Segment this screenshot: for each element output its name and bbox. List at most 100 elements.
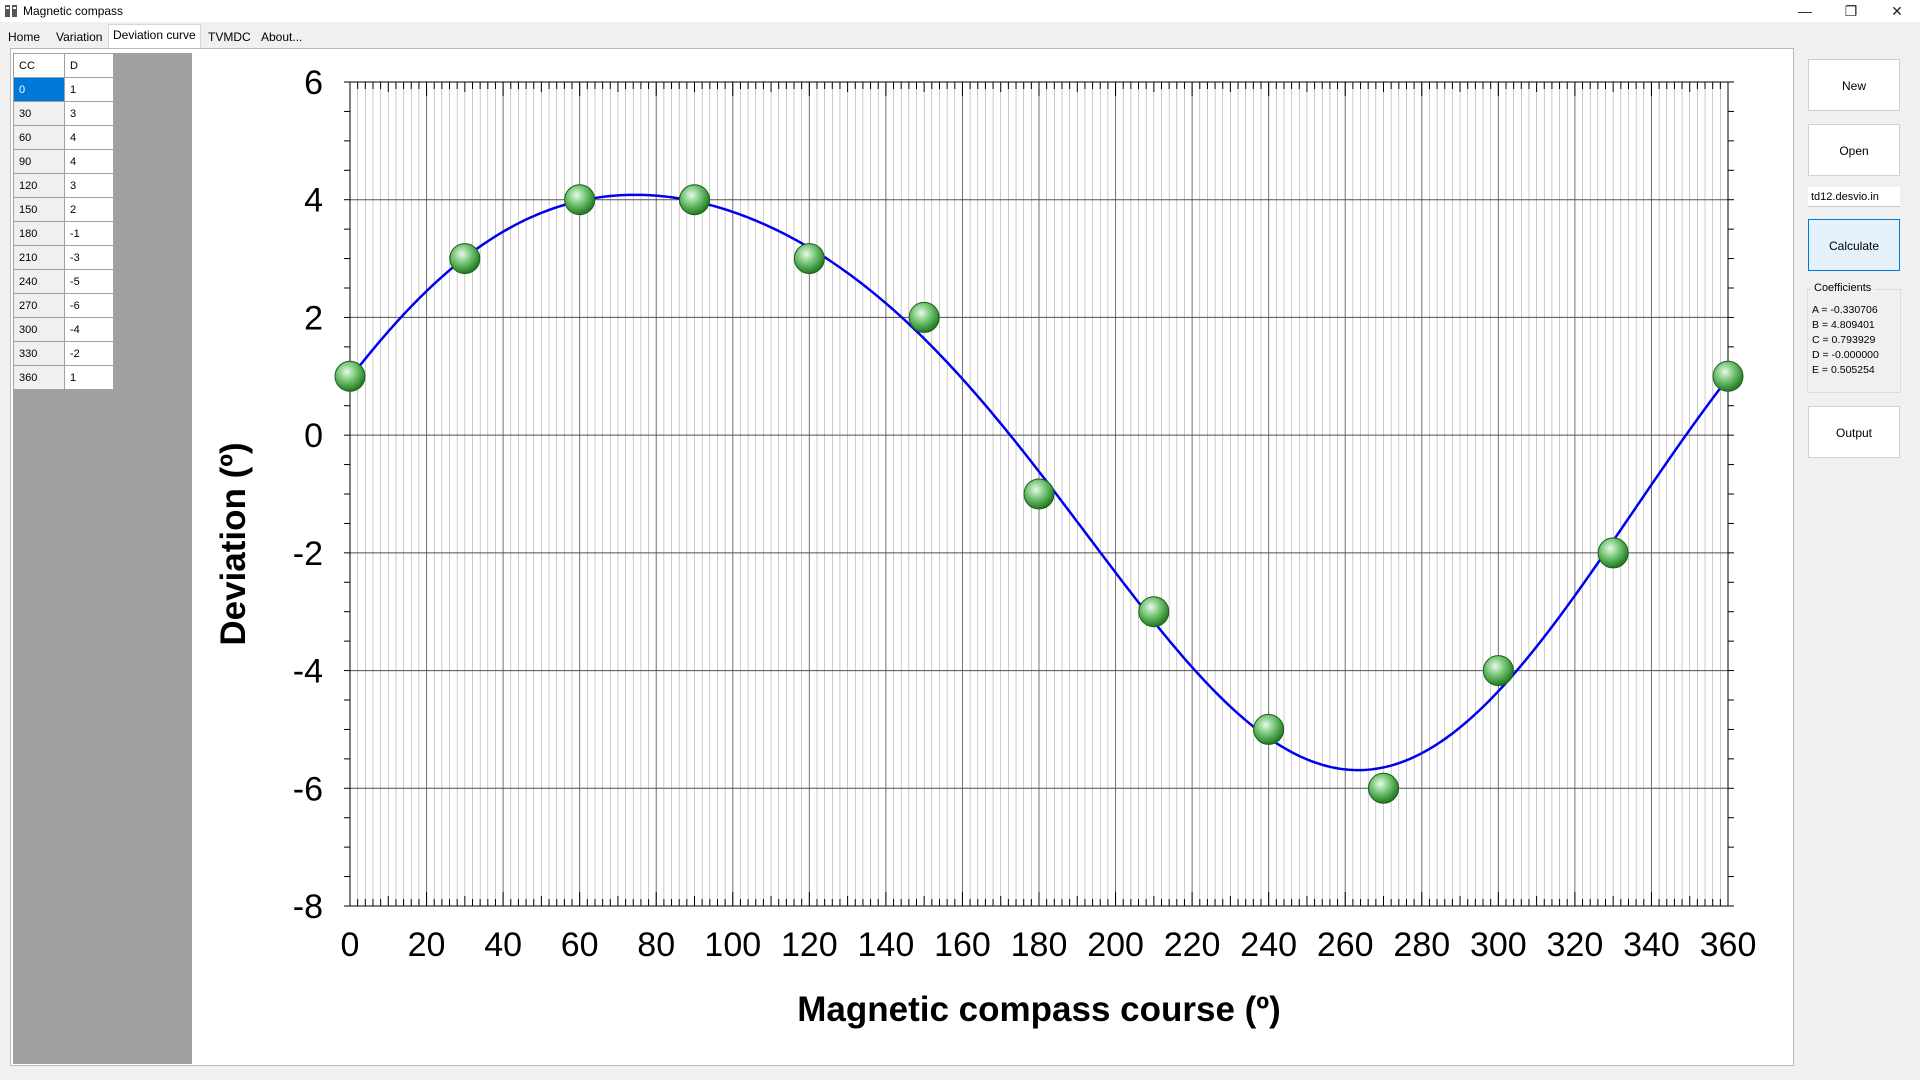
column-header-cc[interactable]: CC: [13, 53, 65, 78]
table-row[interactable]: 300 -4: [13, 317, 114, 342]
x-tick-label: 120: [781, 926, 838, 964]
data-point[interactable]: [1482, 655, 1514, 687]
restore-icon[interactable]: ❐: [1844, 3, 1858, 19]
x-tick-label: 100: [704, 926, 761, 964]
x-tick-label: 260: [1317, 926, 1374, 964]
output-button[interactable]: Output: [1808, 406, 1900, 458]
y-tick-label: 2: [304, 299, 323, 337]
table-row[interactable]: 180 -1: [13, 221, 114, 246]
data-point[interactable]: [564, 184, 596, 216]
file-name-field[interactable]: td12.desvio.in: [1808, 187, 1900, 207]
table-row[interactable]: 330 -2: [13, 341, 114, 366]
cell-d[interactable]: 2: [64, 197, 114, 222]
x-tick-label: 300: [1470, 926, 1527, 964]
tab-about[interactable]: About...: [261, 30, 303, 44]
cell-d[interactable]: 1: [64, 365, 114, 390]
cell-d[interactable]: 3: [64, 173, 114, 198]
data-point[interactable]: [1253, 713, 1285, 745]
cell-cc[interactable]: 30: [13, 101, 65, 126]
x-tick-label: 180: [1011, 926, 1068, 964]
cell-cc[interactable]: 60: [13, 125, 65, 150]
x-tick-label: 160: [934, 926, 991, 964]
cell-d[interactable]: -5: [64, 269, 114, 294]
table-row[interactable]: 30 3: [13, 101, 114, 126]
deviation-chart: 0 20 40 60 80 100 120 140 160 180 200 220 240 260 280 3…: [214, 64, 1757, 1029]
cell-d[interactable]: -4: [64, 317, 114, 342]
data-point[interactable]: [679, 184, 710, 216]
deviation-curve-panel: [10, 48, 1794, 1066]
column-header-d[interactable]: D: [64, 53, 114, 78]
table-row[interactable]: 60 4: [13, 125, 114, 150]
x-tick-label: 340: [1623, 926, 1680, 964]
cell-d[interactable]: -6: [64, 293, 114, 318]
cell-cc[interactable]: 120: [13, 173, 65, 198]
cell-cc[interactable]: 270: [13, 293, 65, 318]
y-tick-label: -8: [293, 888, 323, 926]
x-tick-label: 280: [1393, 926, 1450, 964]
cell-cc[interactable]: 330: [13, 341, 65, 366]
cell-d[interactable]: 4: [64, 149, 114, 174]
coefficient-e: E = 0.505254: [1812, 364, 1875, 376]
minimize-icon[interactable]: —: [1798, 3, 1812, 19]
deviation-data-table: CC D 0 1 30 3 60 4 90 4 120 3 150 2 180 -1 210 -3 240 -5 2…: [13, 53, 114, 390]
cell-cc[interactable]: 240: [13, 269, 65, 294]
data-point[interactable]: [449, 243, 481, 275]
y-tick-label: 4: [304, 182, 323, 220]
coefficient-d: D = -0.000000: [1812, 349, 1879, 361]
title-bar: Magnetic compass — ❐ ✕: [0, 0, 1920, 22]
data-point[interactable]: [334, 360, 366, 392]
data-point[interactable]: [1712, 360, 1744, 392]
y-axis-label: Deviation (º): [214, 442, 253, 645]
y-tick-label: -4: [293, 653, 323, 691]
x-tick-label: 40: [484, 926, 522, 964]
table-row[interactable]: 210 -3: [13, 245, 114, 270]
cell-cc[interactable]: 0: [13, 77, 65, 102]
table-row[interactable]: 360 1: [13, 365, 114, 390]
cell-cc[interactable]: 210: [13, 245, 65, 270]
cell-cc[interactable]: 180: [13, 221, 65, 246]
data-point[interactable]: [1023, 478, 1055, 510]
cell-d[interactable]: -3: [64, 245, 114, 270]
close-icon[interactable]: ✕: [1891, 3, 1903, 19]
table-row[interactable]: 120 3: [13, 173, 114, 198]
cell-cc[interactable]: 150: [13, 197, 65, 222]
tab-variation[interactable]: Variation: [56, 30, 103, 44]
tab-deviation-curve[interactable]: Deviation curve: [108, 24, 201, 49]
table-row[interactable]: 270 -6: [13, 293, 114, 318]
x-tick-label: 360: [1700, 926, 1757, 964]
data-point[interactable]: [793, 243, 825, 275]
cell-cc[interactable]: 360: [13, 365, 65, 390]
compass-app-icon: [5, 5, 17, 17]
plot-frame: [349, 81, 1729, 907]
calculate-button[interactable]: Calculate: [1808, 219, 1900, 271]
table-row[interactable]: 150 2: [13, 197, 114, 222]
table-row[interactable]: 240 -5: [13, 269, 114, 294]
coefficient-a: A = -0.330706: [1812, 304, 1878, 316]
open-button[interactable]: Open: [1808, 124, 1900, 176]
x-tick-label: 220: [1164, 926, 1221, 964]
cell-cc[interactable]: 90: [13, 149, 65, 174]
x-tick-label: 60: [561, 926, 599, 964]
x-tick-label: 0: [341, 926, 360, 964]
cell-d[interactable]: -1: [64, 221, 114, 246]
tab-strip: Home Variation Deviation curve TVMDC Abo…: [0, 24, 1920, 49]
cell-d[interactable]: -2: [64, 341, 114, 366]
data-point[interactable]: [908, 301, 940, 333]
table-row[interactable]: 90 4: [13, 149, 114, 174]
data-point[interactable]: [1138, 596, 1170, 628]
x-tick-label: 140: [858, 926, 915, 964]
y-tick-label: 0: [304, 417, 323, 455]
data-point[interactable]: [1368, 772, 1399, 804]
new-button[interactable]: New: [1808, 59, 1900, 111]
x-tick-label: 320: [1547, 926, 1604, 964]
tab-home[interactable]: Home: [8, 30, 41, 44]
data-point[interactable]: [1597, 537, 1629, 569]
tab-tvmdc[interactable]: TVMDC: [208, 30, 251, 44]
cell-d[interactable]: 3: [64, 101, 114, 126]
cell-d[interactable]: 1: [64, 77, 114, 102]
cell-d[interactable]: 4: [64, 125, 114, 150]
cell-cc[interactable]: 300: [13, 317, 65, 342]
x-tick-label: 80: [637, 926, 675, 964]
coefficients-legend: Coefficients: [1811, 282, 1875, 294]
